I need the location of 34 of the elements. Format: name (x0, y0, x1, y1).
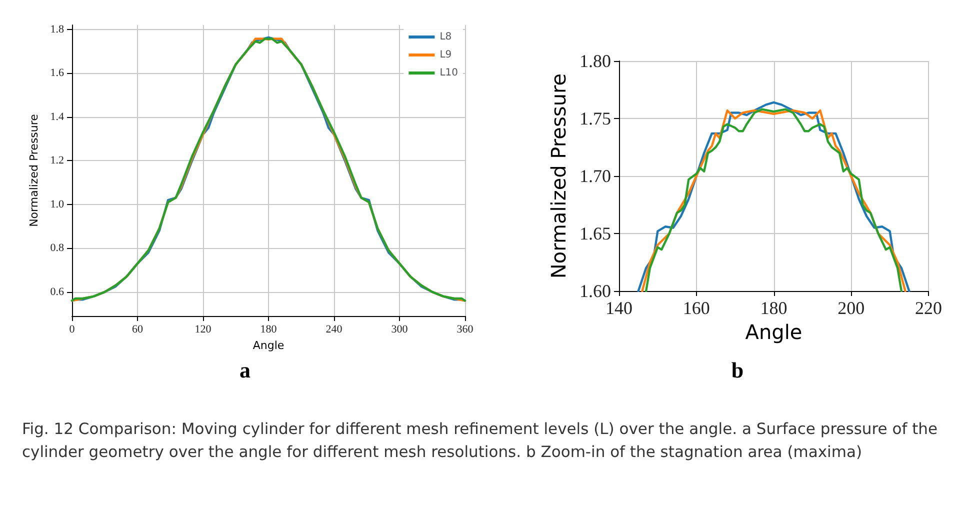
x-tick-label: 360 (456, 324, 474, 336)
x-tick-label: 200 (838, 298, 865, 318)
y-tick-label: 1.0 (50, 198, 64, 210)
x-tick-label: 60 (132, 324, 144, 336)
caption: Fig. 12 Comparison: Moving cylinder for different mesh refinement levels (L) over the angle. a Surface pressure of the cylinder geometry over the angle for different mesh resolutions. b Zoom-in of the stagnation area (maxima) (22, 419, 939, 463)
y-tick-label: 1.75 (580, 108, 611, 128)
x-tick-label: 180 (760, 298, 788, 318)
legend-label: L9 (440, 50, 452, 60)
x-tick-label: 300 (391, 324, 408, 336)
x-tick-label: 0 (69, 324, 76, 336)
y-tick-label: 1.6 (50, 67, 64, 80)
x-axis-title: Angle (252, 338, 284, 352)
y-tick-label: 1.8 (50, 23, 64, 36)
text: a (240, 358, 250, 382)
y-axis-title: Normalized Pressure (27, 114, 40, 227)
y-tick-label: 1.60 (580, 281, 611, 301)
x-tick-label: 120 (194, 324, 212, 336)
y-tick-label: 0.6 (50, 286, 64, 298)
legend-label: L8 (440, 32, 452, 42)
x-tick-label: 220 (915, 298, 942, 318)
text: b (731, 358, 744, 382)
x-tick-label: 140 (606, 298, 632, 318)
y-tick-label: 1.2 (50, 154, 64, 167)
y-tick-label: 1.70 (580, 166, 611, 186)
x-tick-label: 240 (326, 324, 343, 336)
x-tick-label: 180 (260, 324, 278, 336)
y-tick-label: 1.80 (580, 51, 611, 71)
y-tick-label: 0.8 (50, 242, 64, 254)
y-tick-label: 1.4 (50, 110, 64, 123)
legend-label: L10 (440, 68, 458, 78)
x-axis-title: Angle (745, 320, 802, 344)
y-tick-label: 1.65 (580, 224, 611, 244)
x-tick-label: 160 (682, 298, 710, 318)
y-axis-title: Normalized Pressure (546, 73, 571, 279)
